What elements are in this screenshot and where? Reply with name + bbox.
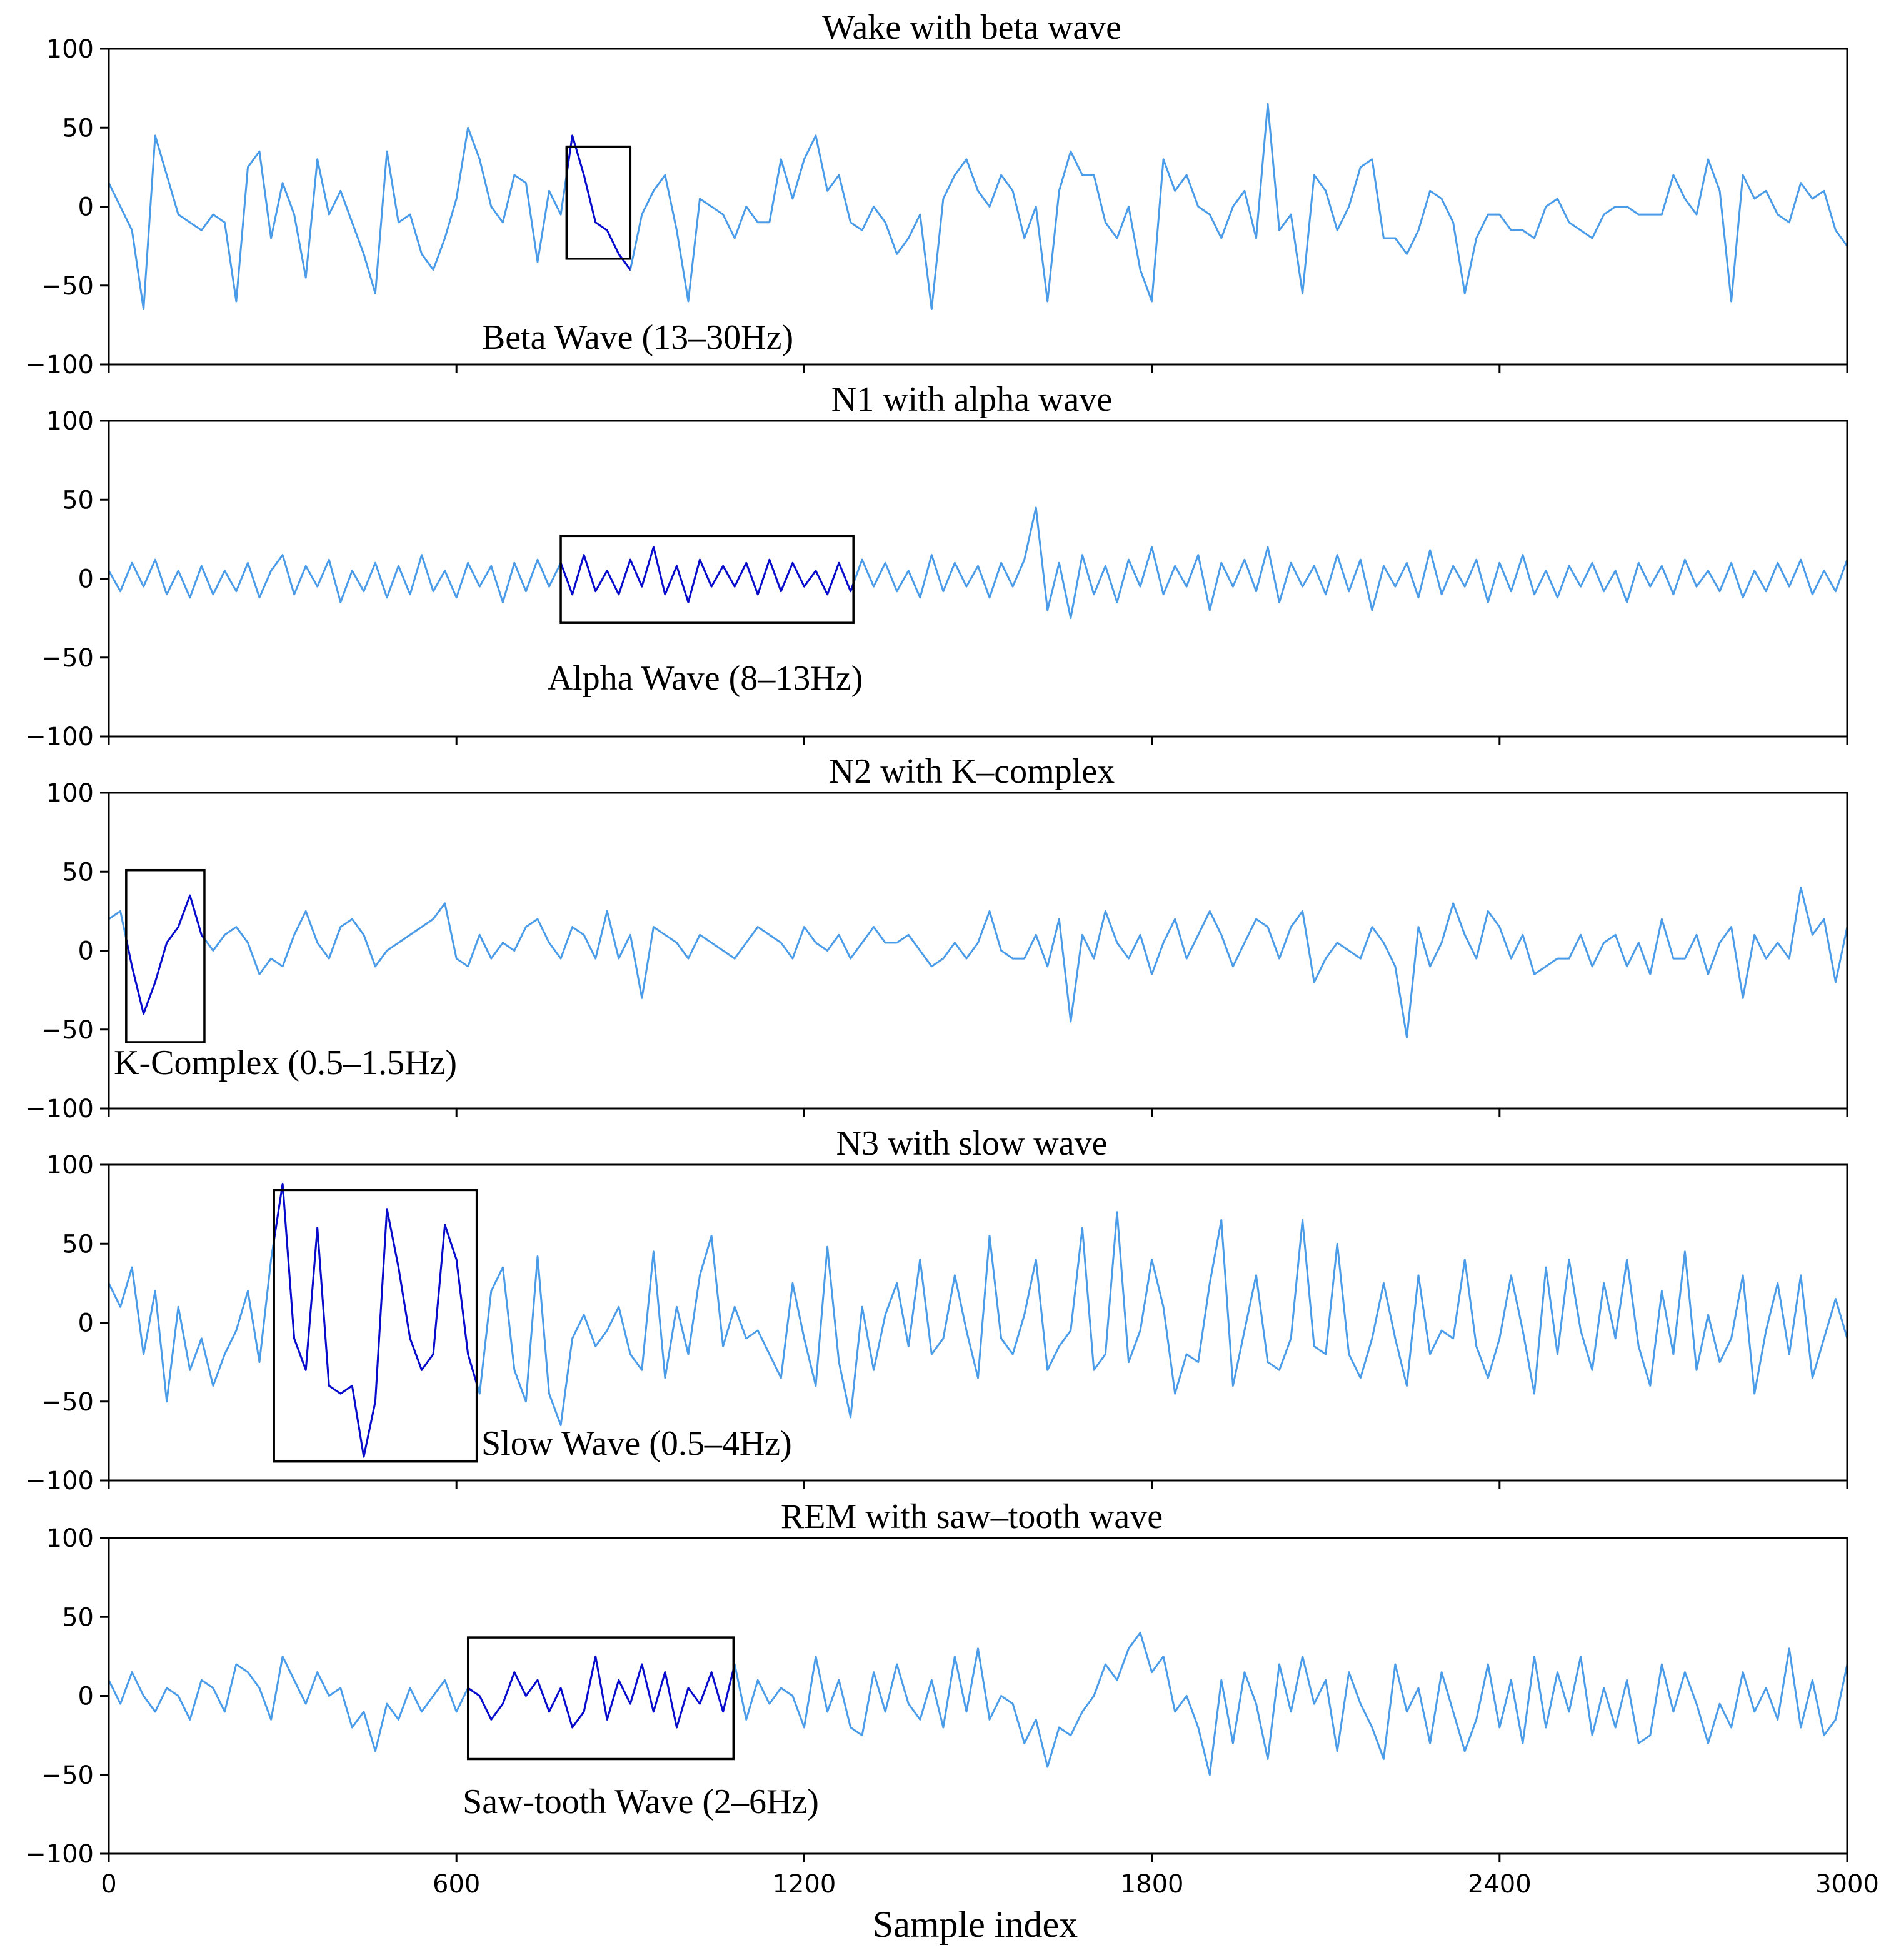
panel-title: N1 with alpha wave (831, 380, 1112, 419)
y-tick-label: 100 (46, 1524, 94, 1553)
annotation-label: Saw-tooth Wave (2–6Hz) (463, 1782, 819, 1821)
y-tick-label: −100 (25, 1095, 94, 1123)
y-tick-label: 100 (46, 35, 94, 64)
annotation-label: K-Complex (0.5–1.5Hz) (114, 1043, 457, 1082)
y-tick-label: 50 (62, 858, 94, 887)
annotation-box (273, 1189, 478, 1463)
annotation-box (466, 1636, 735, 1761)
y-tick-label: −100 (25, 351, 94, 379)
signal-line (109, 506, 1847, 620)
x-axis-label: Sample index (873, 1904, 1078, 1945)
x-tick-label: 1200 (773, 1870, 836, 1899)
y-tick-label: 0 (78, 937, 94, 966)
panel-rem: Saw-tooth Wave (2–6Hz) REM with saw–tooth… (25, 1497, 1848, 1869)
x-tick-label: 3000 (1815, 1870, 1879, 1899)
y-tick-label: −100 (25, 723, 94, 751)
y-tick-label: 0 (78, 565, 94, 594)
panel-n1: Alpha Wave (8–13Hz) N1 with alpha wave 100… (25, 380, 1848, 751)
panel-title: Wake with beta wave (822, 8, 1121, 47)
y-tick-label: −50 (41, 1016, 94, 1045)
signal-line (109, 103, 1847, 311)
x-tick-label: 1800 (1120, 1870, 1184, 1899)
x-tick-label: 2400 (1468, 1870, 1532, 1899)
signal-line (109, 1632, 1847, 1776)
y-tick-label: −50 (41, 644, 94, 673)
y-tick-label: 50 (62, 1603, 94, 1632)
annotation-box (565, 145, 632, 260)
shared-x-axis: 0 600 1200 1800 2400 3000 (101, 1870, 1879, 1899)
annotation-label: Slow Wave (0.5–4Hz) (481, 1424, 792, 1463)
y-tick-label: 50 (62, 486, 94, 515)
highlight-line (274, 1182, 477, 1458)
x-tick-label: 600 (433, 1870, 480, 1899)
y-tick-label: −100 (25, 1467, 94, 1495)
y-tick-label: 100 (46, 407, 94, 436)
panel-frame (108, 48, 1848, 366)
x-tick-label: 0 (101, 1870, 116, 1899)
annotation-label: Alpha Wave (8–13Hz) (548, 659, 863, 698)
y-tick-label: −100 (25, 1840, 94, 1869)
panel-title: REM with saw–tooth wave (781, 1497, 1163, 1536)
panel-n3: Slow Wave (0.5–4Hz) N3 with slow wave 100 5… (25, 1124, 1848, 1495)
annotation-box (125, 868, 206, 1043)
chart-panels: Beta Wave (13–30Hz) Wake with beta wave 10… (25, 8, 1848, 1869)
y-tick-label: 100 (46, 779, 94, 808)
y-tick-label: −50 (41, 1761, 94, 1790)
y-tick-label: 0 (78, 193, 94, 222)
y-tick-label: −50 (41, 272, 94, 301)
panel-title: N2 with K–complex (829, 752, 1115, 791)
y-tick-label: 100 (46, 1151, 94, 1180)
annotation-box (559, 535, 855, 624)
y-tick-label: 50 (62, 114, 94, 143)
panel-wake: Beta Wave (13–30Hz) Wake with beta wave 10… (25, 8, 1848, 379)
y-tick-label: 0 (78, 1309, 94, 1338)
highlight-line (468, 1655, 734, 1729)
y-tick-label: 50 (62, 1230, 94, 1259)
panel-title: N3 with slow wave (836, 1124, 1108, 1163)
signal-line (109, 1182, 1847, 1458)
panel-n2: K-Complex (0.5–1.5Hz) N2 with K–complex 10… (25, 752, 1848, 1123)
signal-line (109, 887, 1847, 1038)
y-tick-label: 0 (78, 1682, 94, 1711)
annotation-label: Beta Wave (13–30Hz) (482, 318, 793, 357)
y-tick-label: −50 (41, 1388, 94, 1417)
